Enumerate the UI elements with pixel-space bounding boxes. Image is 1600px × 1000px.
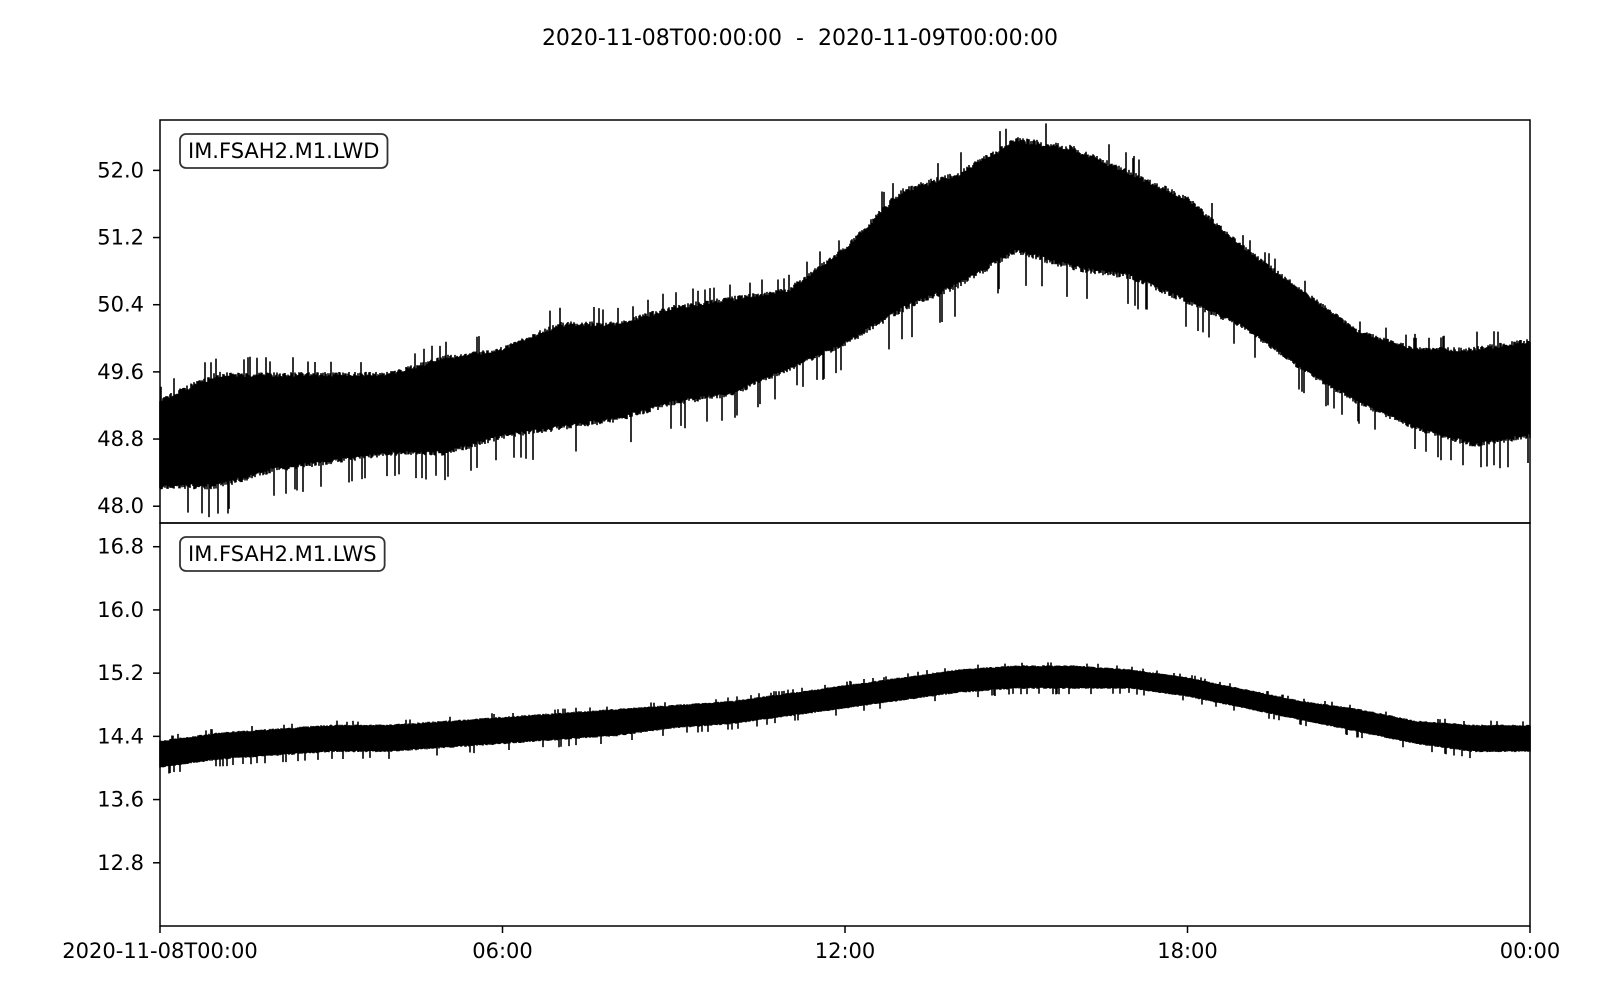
trace-0 bbox=[159, 123, 1531, 518]
trace-id-box bbox=[179, 536, 386, 572]
time-axis: 2020-11-08T00:00 06:00 12:00 18:00 00:00 bbox=[62, 926, 1560, 963]
y-tick-label: 50.4 bbox=[97, 293, 144, 317]
y-tick-label: 51.2 bbox=[97, 226, 144, 250]
x-tick-label: 18:00 bbox=[1157, 939, 1218, 963]
x-tick-label: 06:00 bbox=[472, 939, 533, 963]
y-tick-label: 14.4 bbox=[97, 724, 144, 748]
trace-id-box bbox=[179, 133, 389, 169]
trace-id-label: IM.FSAH2.M1.LWD bbox=[188, 139, 379, 163]
figure-title: 2020-11-08T00:00:00 - 2020-11-09T00:00:0… bbox=[541, 26, 1059, 51]
panel-lws: 12.8 13.6 14.4 15.2 16.0 16.8 IM.FSAH2.M1.LWS bbox=[97, 522, 1531, 927]
trace-1 bbox=[159, 662, 1531, 774]
x-tick-label: 12:00 bbox=[815, 939, 876, 963]
y-tick-label: 16.8 bbox=[97, 535, 144, 559]
x-tick-label: 2020-11-08T00:00 bbox=[62, 939, 257, 963]
y-tick-label: 12.8 bbox=[97, 851, 144, 875]
y-tick-label: 49.6 bbox=[97, 360, 144, 384]
panel-lwd: 48.0 48.8 49.6 50.4 51.2 52.0 IM.FSAH2.M1.LWD bbox=[97, 119, 1531, 524]
trace-id-label: IM.FSAH2.M1.LWS bbox=[188, 542, 377, 566]
x-tick-label: 00:00 bbox=[1500, 939, 1561, 963]
y-tick-label: 15.2 bbox=[97, 661, 144, 685]
y-tick-label: 52.0 bbox=[97, 158, 144, 182]
y-tick-label: 48.8 bbox=[97, 427, 144, 451]
y-tick-label: 48.0 bbox=[97, 494, 144, 518]
y-tick-label: 16.0 bbox=[97, 598, 144, 622]
y-tick-label: 13.6 bbox=[97, 788, 144, 812]
